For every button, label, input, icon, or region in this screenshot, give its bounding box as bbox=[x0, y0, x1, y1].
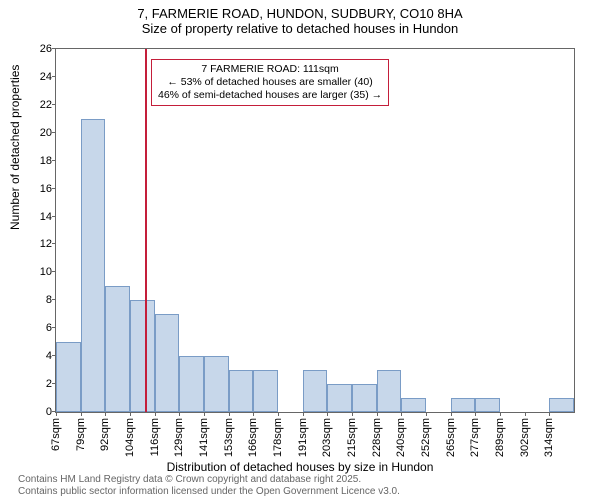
x-tick-label: 141sqm bbox=[198, 418, 210, 457]
y-tick-mark bbox=[52, 243, 56, 244]
x-tick-label: 289sqm bbox=[494, 418, 506, 457]
annotation-line-2: ← 53% of detached houses are smaller (40… bbox=[158, 76, 382, 89]
annotation-box: 7 FARMERIE ROAD: 111sqm ← 53% of detache… bbox=[151, 59, 389, 106]
x-axis-label: Distribution of detached houses by size … bbox=[0, 460, 600, 474]
x-tick-label: 67sqm bbox=[50, 418, 62, 451]
x-tick-mark bbox=[426, 412, 427, 416]
y-tick-label: 8 bbox=[46, 294, 52, 306]
y-tick-mark bbox=[52, 216, 56, 217]
y-tick-label: 2 bbox=[46, 378, 52, 390]
histogram-bar bbox=[303, 370, 328, 412]
y-tick-mark bbox=[52, 76, 56, 77]
x-tick-label: 191sqm bbox=[297, 418, 309, 457]
histogram-bar bbox=[105, 286, 130, 412]
x-tick-label: 302sqm bbox=[519, 418, 531, 457]
y-tick-label: 20 bbox=[40, 127, 52, 139]
y-tick-mark bbox=[52, 48, 56, 49]
x-tick-mark bbox=[500, 412, 501, 416]
x-tick-label: 92sqm bbox=[99, 418, 111, 451]
y-tick-mark bbox=[52, 104, 56, 105]
x-tick-mark bbox=[105, 412, 106, 416]
histogram-bar bbox=[253, 370, 278, 412]
x-tick-mark bbox=[525, 412, 526, 416]
x-tick-mark bbox=[549, 412, 550, 416]
x-tick-label: 240sqm bbox=[395, 418, 407, 457]
chart-container: 7, FARMERIE ROAD, HUNDON, SUDBURY, CO10 … bbox=[0, 0, 600, 500]
footer-line-1: Contains HM Land Registry data © Crown c… bbox=[18, 474, 400, 486]
x-tick-mark bbox=[130, 412, 131, 416]
x-tick-mark bbox=[81, 412, 82, 416]
x-tick-label: 228sqm bbox=[371, 418, 383, 457]
property-marker-line bbox=[145, 49, 147, 412]
y-tick-label: 26 bbox=[40, 43, 52, 55]
histogram-bar bbox=[401, 398, 426, 412]
title-address: 7, FARMERIE ROAD, HUNDON, SUDBURY, CO10 … bbox=[0, 6, 600, 21]
x-tick-mark bbox=[401, 412, 402, 416]
x-tick-mark bbox=[253, 412, 254, 416]
x-tick-mark bbox=[155, 412, 156, 416]
title-block: 7, FARMERIE ROAD, HUNDON, SUDBURY, CO10 … bbox=[0, 0, 600, 36]
x-tick-mark bbox=[56, 412, 57, 416]
histogram-bar bbox=[229, 370, 254, 412]
title-subtitle: Size of property relative to detached ho… bbox=[0, 21, 600, 36]
x-tick-mark bbox=[179, 412, 180, 416]
histogram-bar bbox=[81, 119, 106, 412]
footer-line-2: Contains public sector information licen… bbox=[18, 486, 400, 498]
x-tick-mark bbox=[377, 412, 378, 416]
y-tick-label: 14 bbox=[40, 211, 52, 223]
y-tick-label: 4 bbox=[46, 350, 52, 362]
histogram-bar bbox=[549, 398, 574, 412]
x-tick-mark bbox=[303, 412, 304, 416]
x-tick-label: 166sqm bbox=[247, 418, 259, 457]
y-tick-label: 16 bbox=[40, 183, 52, 195]
x-tick-mark bbox=[278, 412, 279, 416]
histogram-bar bbox=[352, 384, 377, 412]
y-tick-label: 24 bbox=[40, 71, 52, 83]
x-tick-label: 203sqm bbox=[321, 418, 333, 457]
plot-area: 7 FARMERIE ROAD: 111sqm ← 53% of detache… bbox=[55, 48, 575, 413]
x-tick-label: 215sqm bbox=[346, 418, 358, 457]
histogram-bar bbox=[130, 300, 155, 412]
y-tick-label: 10 bbox=[40, 266, 52, 278]
x-tick-label: 277sqm bbox=[469, 418, 481, 457]
x-tick-label: 129sqm bbox=[173, 418, 185, 457]
x-tick-label: 314sqm bbox=[543, 418, 555, 457]
annotation-line-1: 7 FARMERIE ROAD: 111sqm bbox=[158, 63, 382, 76]
y-tick-mark bbox=[52, 327, 56, 328]
x-tick-label: 252sqm bbox=[420, 418, 432, 457]
y-axis-label: Number of detached properties bbox=[8, 65, 22, 230]
histogram-bar bbox=[475, 398, 500, 412]
y-tick-mark bbox=[52, 299, 56, 300]
y-tick-mark bbox=[52, 160, 56, 161]
footer-attribution: Contains HM Land Registry data © Crown c… bbox=[18, 474, 400, 498]
x-tick-mark bbox=[229, 412, 230, 416]
x-tick-label: 104sqm bbox=[124, 418, 136, 457]
y-tick-mark bbox=[52, 271, 56, 272]
x-tick-label: 116sqm bbox=[149, 418, 161, 456]
x-tick-mark bbox=[352, 412, 353, 416]
y-tick-label: 0 bbox=[46, 406, 52, 418]
annotation-line-3: 46% of semi-detached houses are larger (… bbox=[158, 89, 382, 102]
x-tick-label: 79sqm bbox=[75, 418, 87, 451]
y-tick-label: 6 bbox=[46, 322, 52, 334]
histogram-bar bbox=[179, 356, 204, 412]
x-tick-mark bbox=[451, 412, 452, 416]
x-tick-label: 153sqm bbox=[223, 418, 235, 457]
histogram-bar bbox=[451, 398, 476, 412]
y-tick-label: 22 bbox=[40, 99, 52, 111]
y-tick-mark bbox=[52, 188, 56, 189]
y-tick-mark bbox=[52, 132, 56, 133]
x-tick-mark bbox=[204, 412, 205, 416]
x-tick-label: 265sqm bbox=[445, 418, 457, 457]
histogram-bar bbox=[204, 356, 229, 412]
y-tick-label: 18 bbox=[40, 155, 52, 167]
histogram-bar bbox=[327, 384, 352, 412]
x-tick-mark bbox=[475, 412, 476, 416]
histogram-bar bbox=[377, 370, 402, 412]
histogram-bar bbox=[155, 314, 180, 412]
y-tick-label: 12 bbox=[40, 238, 52, 250]
histogram-bar bbox=[56, 342, 81, 412]
x-tick-label: 178sqm bbox=[272, 418, 284, 457]
x-tick-mark bbox=[327, 412, 328, 416]
